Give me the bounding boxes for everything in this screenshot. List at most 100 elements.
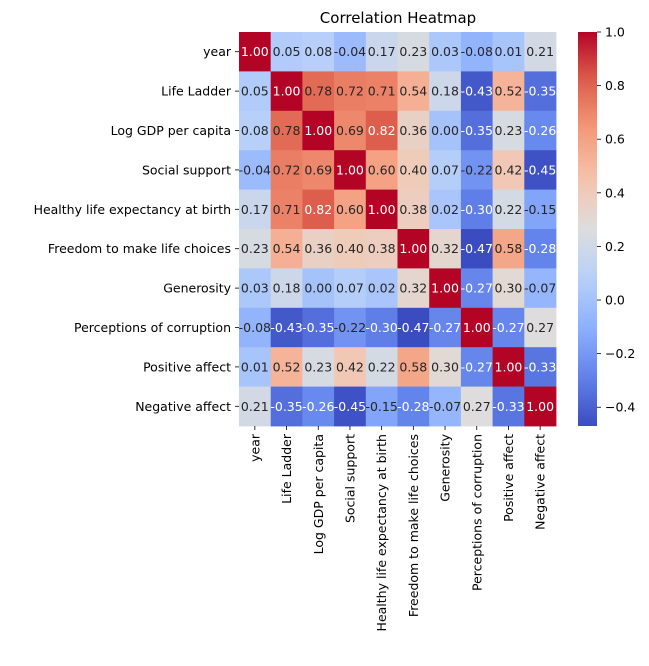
cell-value-label: 0.22 [368,359,396,374]
cell-value-label: 0.40 [399,162,427,177]
cell-value-label: 0.78 [304,84,332,99]
heatmap-cell [270,229,303,269]
heatmap-cell [365,71,398,112]
cell-value-label: -0.43 [270,320,302,335]
cell-value-label: 0.54 [399,84,427,99]
heatmap-cell [334,189,367,230]
cell-value-label: 0.01 [241,359,269,374]
cell-value-label: -0.28 [397,399,429,414]
heatmap-cell [429,71,462,112]
colorbar-gradient [578,32,597,426]
cell-value-label: 0.40 [336,241,364,256]
heatmap-cell [239,229,272,269]
heatmap-cell [239,71,272,112]
cell-value-label: -0.04 [239,162,271,177]
x-tick-label: Life Ladder [279,433,294,504]
cell-value-label: -0.27 [429,320,461,335]
cell-value-label: 0.30 [431,359,459,374]
cell-value-label: -0.15 [524,202,556,217]
cell-value-label: -0.45 [334,399,366,414]
heatmap-cell [460,189,493,230]
colorbar: 1.0 0.8 0.6 0.4 0.2 0.0 −0.2 −0.4 [578,25,635,426]
heatmap-cell [397,150,430,190]
heatmap-cell [270,32,303,72]
heatmap-cell [365,150,398,190]
y-tick-label: year [203,44,232,59]
heatmap-cell [397,268,430,309]
cell-value-label: 0.23 [399,44,427,59]
cell-value-label: 0.23 [304,359,332,374]
y-tick-label: Positive affect [143,359,231,374]
heatmap-cell [239,386,272,427]
cell-value-label: 0.00 [431,123,459,138]
heatmap-cell [397,347,430,387]
cell-value-label: 0.27 [463,399,491,414]
heatmap-cell [302,268,335,309]
heatmap-cell [270,110,303,151]
heatmap-cell [429,150,462,190]
heatmap-cell [492,110,525,151]
heatmap-cell [492,386,525,427]
cell-value-label: 0.01 [495,44,523,59]
cell-value-label: 0.02 [368,281,396,296]
heatmap-cell [302,347,335,387]
cell-value-label: -0.30 [461,202,493,217]
cell-value-label: -0.47 [461,241,493,256]
heatmap-cell [239,189,272,230]
heatmap-cell [524,386,557,427]
cell-value-label: 0.03 [241,281,269,296]
heatmap-cell [460,150,493,190]
heatmap-cell [524,347,557,387]
cell-value-label: -0.04 [334,44,366,59]
heatmap-cell [460,386,493,427]
heatmap-cell [397,189,430,230]
heatmap-cell [270,307,303,348]
cell-value-label: -0.08 [461,44,493,59]
heatmap-cells: 1.00 0.05 0.08 -0.04 0.17 0.23 0.03 -0.08 0.01 0.… [239,32,557,427]
heatmap-cell [365,386,398,427]
heatmap-cell [365,347,398,387]
heatmap-cell [302,71,335,112]
cell-value-label: -0.30 [365,320,397,335]
heatmap-cell [524,229,557,269]
cell-value-label: -0.45 [524,162,556,177]
cell-value-label: 0.60 [336,202,364,217]
heatmap-cell [365,268,398,309]
heatmap-cell [334,307,367,348]
cell-value-label: 0.32 [399,281,427,296]
heatmap-cell [460,347,493,387]
cell-value-label: -0.33 [492,399,524,414]
heatmap-cell [460,32,493,72]
heatmap-cell [429,386,462,427]
x-tick-label: Log GDP per capita [311,434,326,554]
x-tick-label: Social support [342,434,357,523]
heatmap-cell [239,307,272,348]
cell-value-label: 0.05 [241,84,269,99]
cell-value-label: 0.52 [495,84,523,99]
heatmap-cell [365,229,398,269]
cell-value-label: -0.22 [334,320,366,335]
heatmap-cell [397,229,430,269]
cell-value-label: 1.00 [273,84,301,99]
heatmap-cell [492,268,525,309]
heatmap-cell [270,386,303,427]
heatmap-cell [460,110,493,151]
cell-value-label: -0.26 [302,399,334,414]
cell-value-label: 0.18 [273,281,301,296]
heatmap-cell [334,347,367,387]
cell-value-label: 0.54 [273,241,301,256]
cell-value-label: -0.07 [429,399,461,414]
heatmap-cell [460,268,493,309]
cell-value-label: 0.36 [304,241,332,256]
heatmap-cell [397,110,430,151]
y-tick-labels: year Life Ladder Log GDP per capita Social … [34,44,239,414]
cell-value-label: 1.00 [463,320,491,335]
heatmap-cell [239,268,272,309]
cell-value-label: -0.27 [461,281,493,296]
cell-value-label: 0.30 [495,281,523,296]
heatmap-cell [302,386,335,427]
heatmap-cell [397,307,430,348]
heatmap-cell [397,71,430,112]
x-tick-label: Freedom to make life choices [406,434,421,617]
